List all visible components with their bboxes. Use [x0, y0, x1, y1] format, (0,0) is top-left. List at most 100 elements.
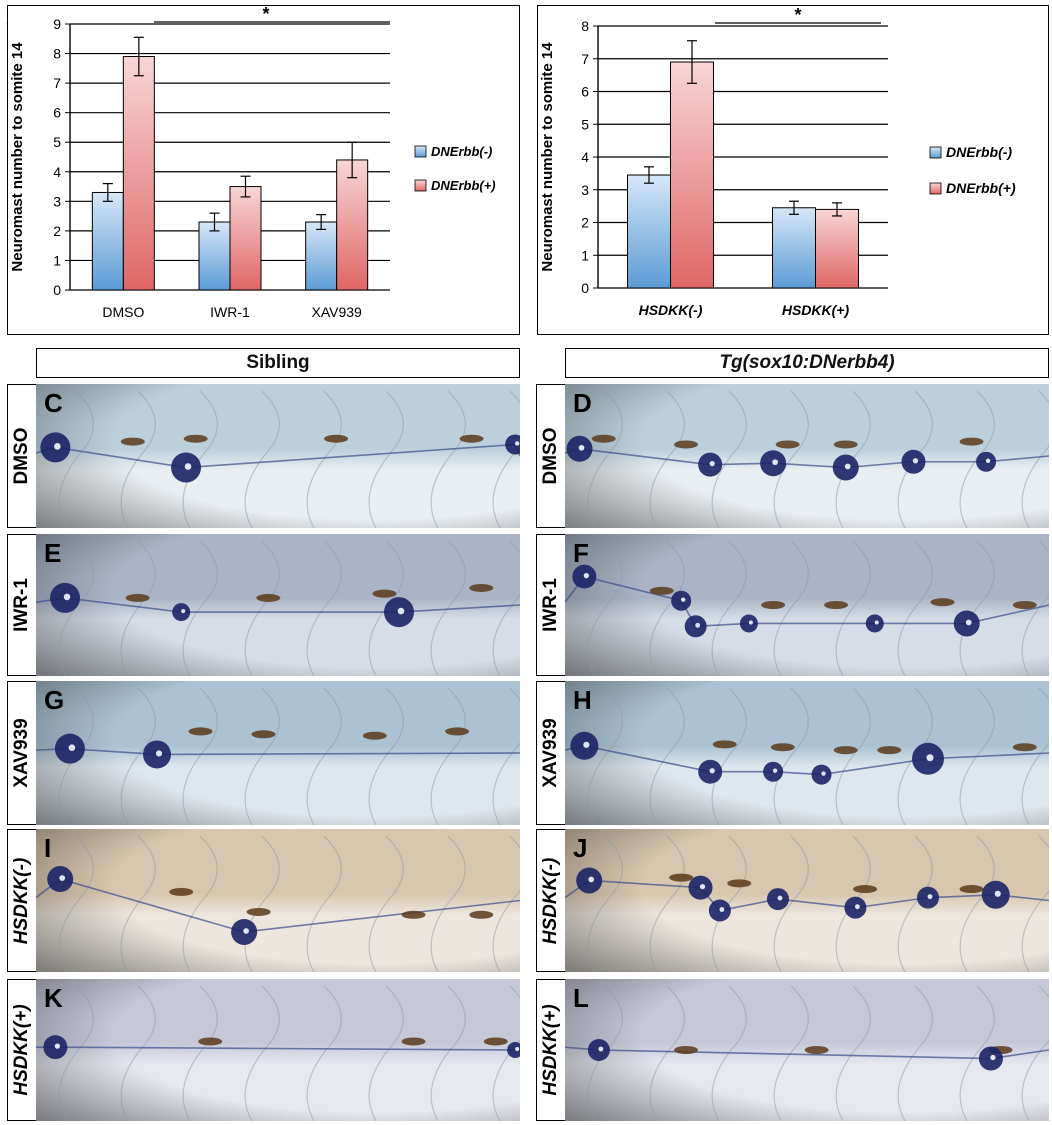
- pigment-cell: [120, 437, 145, 446]
- pigment-cell: [362, 731, 387, 740]
- somite-boundary: [120, 835, 156, 972]
- somite-boundary: [182, 835, 218, 972]
- somite-boundary: [959, 390, 995, 528]
- somite-boundary: [711, 390, 747, 528]
- pigment-cell: [169, 887, 194, 896]
- somite-boundary: [244, 390, 280, 528]
- pigment-cell: [959, 885, 984, 894]
- pigment-cell: [959, 437, 984, 446]
- pigment-cell: [1012, 601, 1037, 609]
- neuromast: [507, 1042, 520, 1058]
- somite-boundary: [835, 390, 871, 528]
- y-tick-label: 2: [581, 215, 589, 231]
- neuromast-center: [854, 904, 860, 910]
- category-label: XAV939: [311, 304, 362, 320]
- y-tick-label: 1: [581, 247, 589, 263]
- y-tick-label: 0: [581, 280, 589, 296]
- pigment-cell: [445, 727, 470, 736]
- vignette: [36, 829, 520, 972]
- y-tick-label: 3: [581, 182, 589, 198]
- row-label: HSDKK(+): [7, 979, 37, 1121]
- panel-letter-i: I: [44, 833, 52, 863]
- y-tick-label: 8: [581, 18, 589, 34]
- row-label-text: IWR-1: [11, 578, 32, 632]
- somite-boundary: [649, 390, 685, 528]
- pigment-cell: [770, 743, 795, 752]
- somite-boundary: [773, 390, 809, 528]
- neuromast: [172, 603, 191, 622]
- somite-boundary: [492, 835, 520, 972]
- somite-boundary: [773, 687, 809, 825]
- neuromast-center: [680, 597, 686, 602]
- somite-boundary: [430, 687, 466, 825]
- neuromast-center: [397, 607, 405, 615]
- pigment-cell: [669, 873, 694, 882]
- pigment-cell: [727, 879, 752, 888]
- neuromast-center: [927, 894, 933, 900]
- somite-boundary: [368, 687, 404, 825]
- somite-boundary: [368, 540, 404, 676]
- y-axis-label: Neuromast number to somite 14: [9, 42, 26, 272]
- lateral-line-nerve: [565, 447, 1049, 469]
- category-label: IWR-1: [210, 304, 250, 320]
- pigment-cell: [469, 910, 494, 919]
- neuromast-center: [777, 895, 783, 901]
- pigment-cell: [183, 434, 208, 443]
- panel-letter-d: D: [573, 388, 592, 418]
- pigment-cell: [256, 593, 281, 602]
- legend-swatch: [929, 182, 942, 195]
- somite-boundary: [430, 835, 466, 972]
- pigment-cell: [824, 601, 849, 609]
- micrograph-image: [36, 681, 520, 825]
- pigment-cell: [649, 586, 674, 595]
- micrograph-image: [565, 681, 1049, 825]
- neuromast-center: [874, 620, 879, 625]
- somite-boundary: [897, 390, 933, 528]
- pigment-cell: [125, 593, 150, 602]
- micrograph-l: L: [565, 979, 1049, 1121]
- pigment-cell: [674, 440, 698, 449]
- bar: [670, 61, 714, 289]
- somite-boundary: [711, 540, 747, 676]
- somite-boundary: [773, 835, 809, 972]
- somite-boundary: [244, 687, 280, 825]
- micrograph-image: [36, 534, 520, 676]
- somite-boundary: [368, 985, 404, 1121]
- row-label-text: HSDKK(-): [11, 857, 32, 944]
- lateral-line-nerve: [36, 747, 520, 756]
- neuromast-center: [821, 771, 826, 776]
- somite-boundary: [430, 540, 466, 676]
- category-label: HSDKK(-): [639, 302, 703, 318]
- neuromast: [811, 764, 832, 785]
- row-label-text: HSDKK(+): [540, 1004, 561, 1096]
- somite-boundary: [58, 390, 94, 528]
- y-tick-label: 9: [53, 16, 61, 32]
- pigment-cell: [804, 1046, 829, 1054]
- somite-boundary: [1021, 390, 1049, 528]
- lateral-line-nerve: [565, 575, 1049, 628]
- row-label: HSDKK(-): [536, 829, 566, 972]
- lateral-line-nerve: [36, 878, 520, 933]
- category-label: DMSO: [102, 304, 144, 320]
- neuromast-center: [994, 890, 1001, 897]
- panel-letter-j: J: [573, 833, 588, 863]
- neuromast-center: [54, 443, 61, 450]
- somite-boundary: [492, 687, 520, 825]
- pigment-cell: [712, 740, 737, 749]
- neuromast-center: [719, 907, 725, 912]
- somite-boundary: [58, 985, 94, 1121]
- y-tick-label: 2: [53, 223, 61, 239]
- micrograph-h: H: [565, 681, 1049, 825]
- y-tick-label: 6: [581, 84, 589, 100]
- neuromast-center: [709, 768, 715, 774]
- pigment-cell: [372, 589, 397, 598]
- bar: [91, 191, 124, 291]
- vignette: [36, 384, 520, 528]
- neuromast-center: [184, 463, 192, 470]
- row-label: DMSO: [7, 384, 37, 528]
- neuromast-center: [844, 463, 851, 470]
- legend-label: DNErbb(+): [431, 178, 496, 193]
- y-axis-label: Neuromast number to somite 14: [539, 42, 556, 272]
- chart-a-frame: 0 1 2 3 4 5 6 7 8 9 Neuromast number to somite 14 D…: [7, 5, 520, 335]
- significance-star: *: [262, 6, 269, 24]
